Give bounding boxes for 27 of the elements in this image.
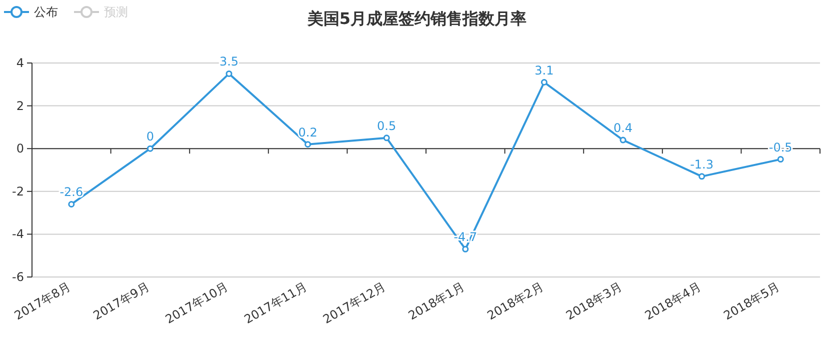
point — [304, 141, 312, 148]
point — [383, 134, 390, 142]
y-tick-label: -6 — [12, 270, 24, 284]
data-label: 0 — [146, 130, 154, 144]
point — [777, 156, 784, 163]
data-label: 3.1 — [534, 63, 554, 78]
data-label: 0.4 — [613, 121, 633, 136]
y-tick-label: -4 — [12, 227, 24, 242]
y-tick-label: 2 — [16, 98, 24, 113]
point — [698, 173, 706, 180]
data-label: 3.5 — [219, 54, 239, 69]
point — [226, 70, 232, 77]
point — [68, 200, 75, 208]
point — [540, 79, 548, 86]
point — [620, 136, 626, 144]
y-tick-label: 0 — [16, 142, 24, 156]
data-label: -1.3 — [690, 157, 714, 172]
point — [462, 246, 469, 252]
data-label: -2.6 — [60, 185, 84, 200]
legend-公布: 公布 — [4, 5, 58, 19]
chart-title: 美国5月成屋签约销售指数月率 — [306, 9, 527, 28]
y-tick-label: -2 — [12, 184, 24, 198]
data-label: 0.2 — [298, 125, 318, 140]
legend-label: 公布 — [34, 5, 58, 19]
y-tick-label: 4 — [16, 56, 24, 70]
data-label: 0.5 — [377, 118, 396, 133]
point — [146, 145, 154, 152]
